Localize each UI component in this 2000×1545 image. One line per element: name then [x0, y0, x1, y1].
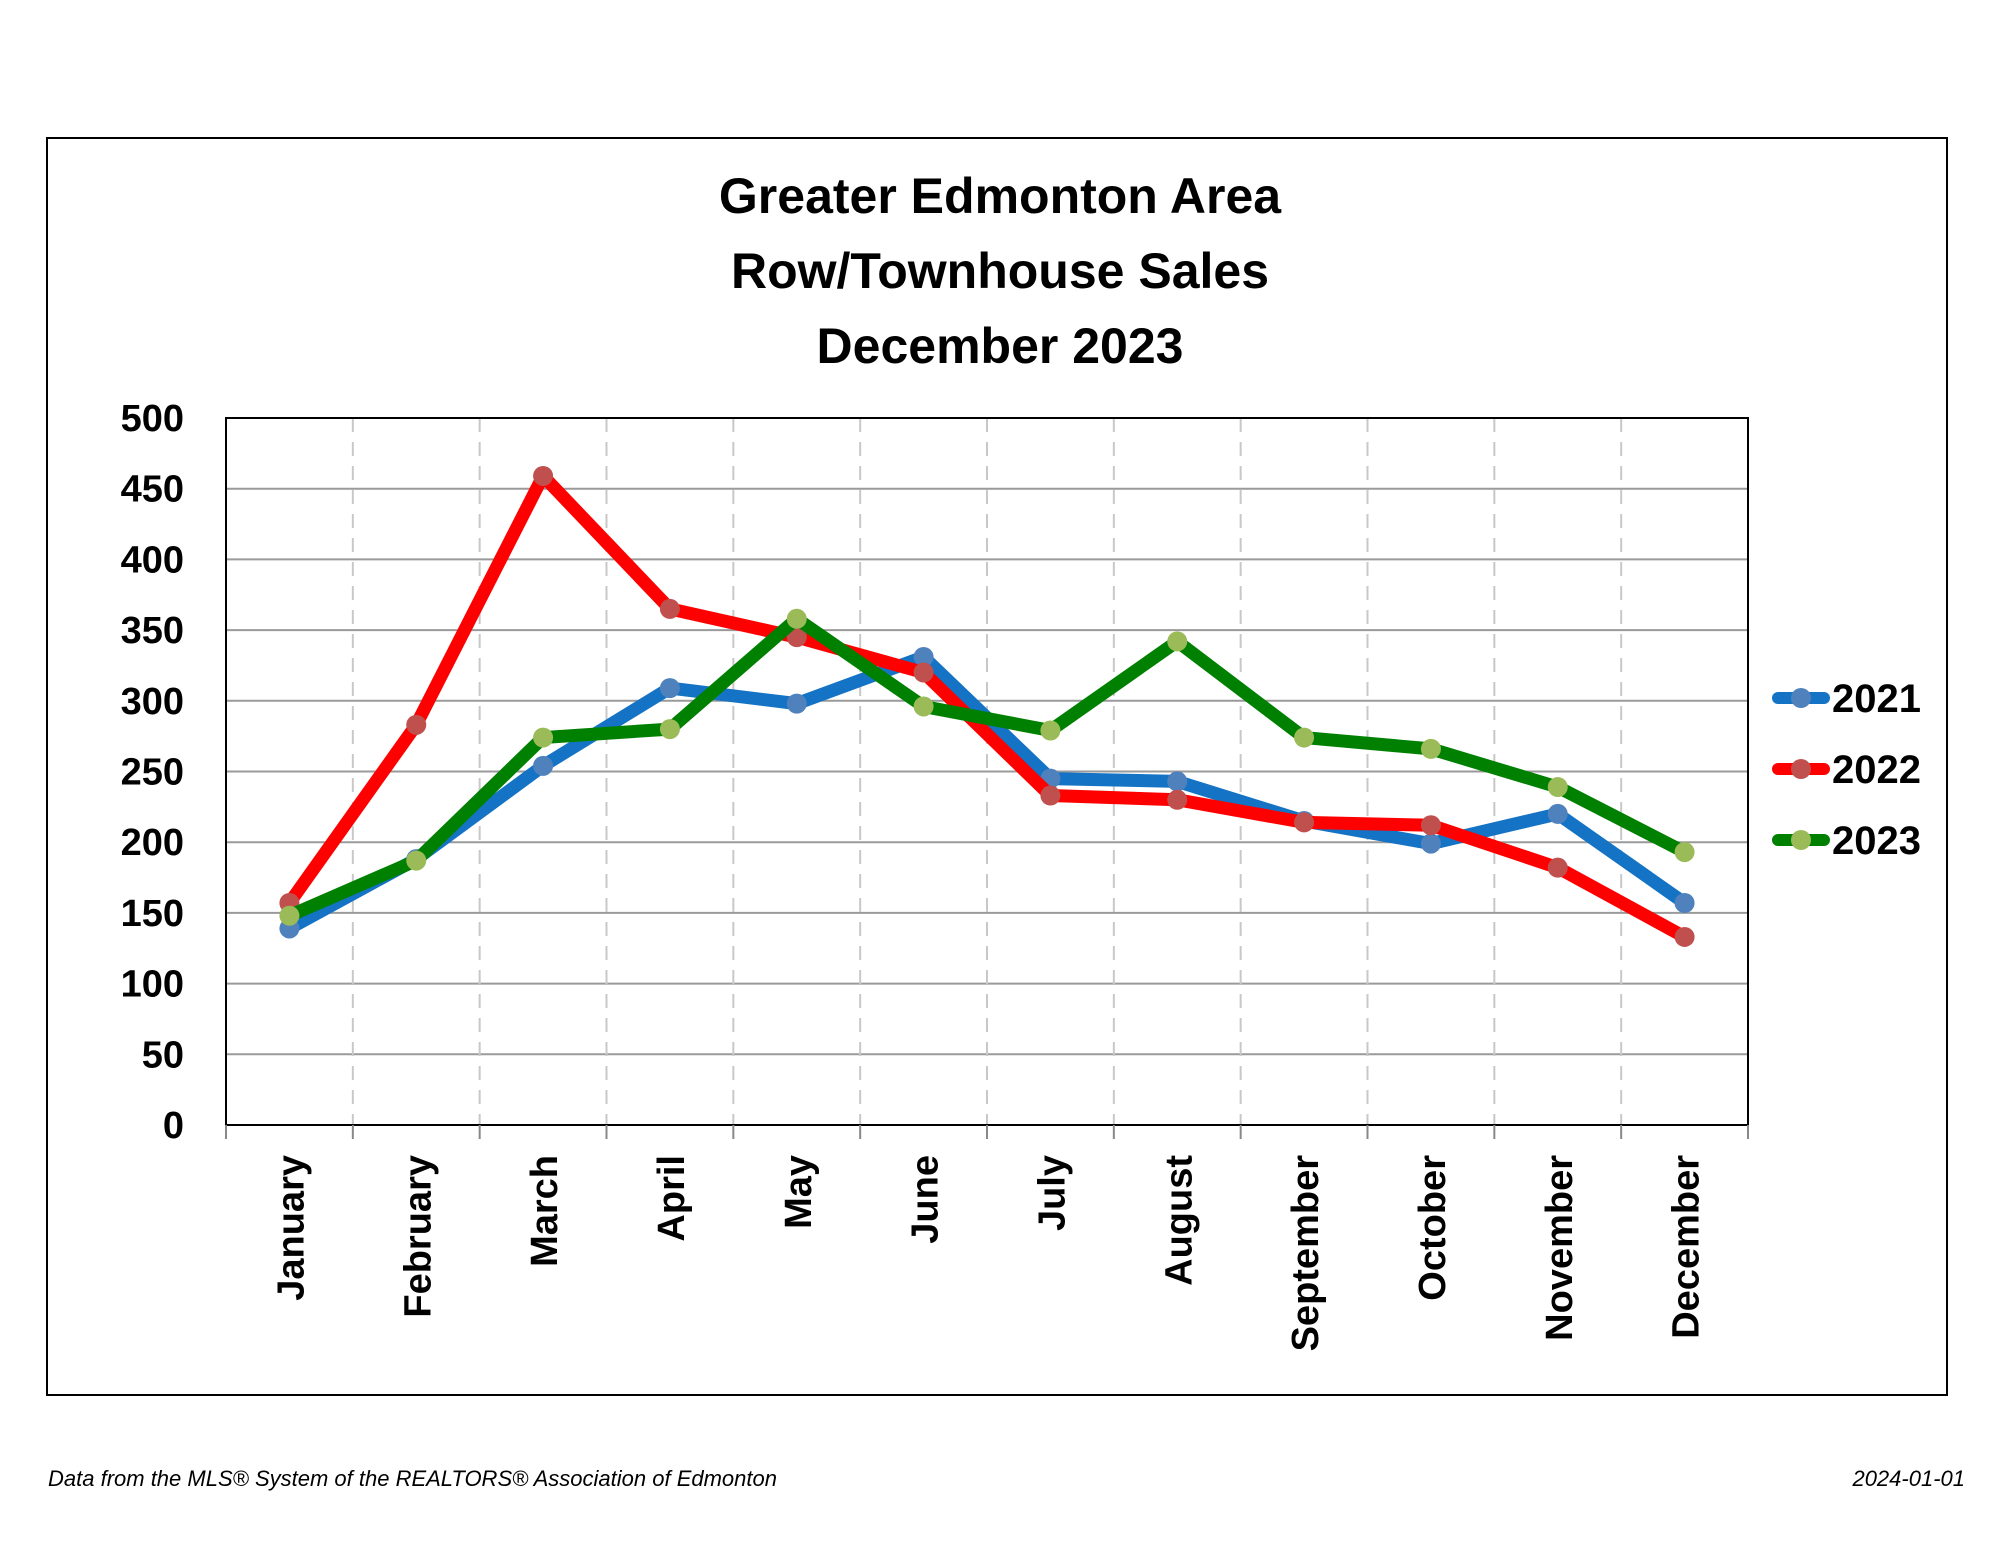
x-tick-label: September	[1285, 1155, 1327, 1352]
series-2023	[279, 608, 1695, 926]
y-tick-label: 500	[121, 398, 184, 440]
data-point	[1294, 812, 1315, 833]
y-tick-label: 50	[142, 1034, 184, 1076]
data-point	[279, 905, 300, 926]
y-tick-label: 400	[121, 539, 184, 581]
chart-title-line-2: Row/Townhouse Sales	[731, 243, 1269, 299]
data-point	[1674, 893, 1695, 914]
data-point	[1040, 785, 1061, 806]
data-point	[1547, 777, 1568, 798]
data-source-note: Data from the MLS® System of the REALTOR…	[48, 1466, 777, 1491]
y-tick-label: 350	[121, 610, 184, 652]
series-2022	[279, 465, 1695, 947]
y-tick-labels: 0 50 100 150 200 250 300 350 400 450 500	[121, 398, 184, 1147]
x-tick-label: August	[1158, 1155, 1200, 1286]
legend-swatch-marker	[1791, 759, 1811, 779]
chart-title-line-3: December 2023	[817, 318, 1184, 374]
data-point	[913, 696, 934, 717]
y-tick-label: 300	[121, 681, 184, 723]
data-point	[1167, 771, 1188, 792]
data-point	[659, 719, 680, 740]
data-point	[1547, 803, 1568, 824]
data-point	[1294, 727, 1315, 748]
series-lines	[279, 465, 1695, 947]
legend: 2021 2022 2023	[1772, 677, 1921, 863]
data-point	[533, 465, 554, 486]
data-point	[786, 627, 807, 648]
y-tick-label: 200	[121, 822, 184, 864]
y-tick-label: 450	[121, 469, 184, 511]
data-point	[533, 755, 554, 776]
data-point	[1167, 789, 1188, 810]
x-tick-label: October	[1412, 1155, 1454, 1301]
legend-item-2023: 2023	[1772, 819, 1921, 863]
data-point	[1674, 926, 1695, 947]
data-point	[1547, 857, 1568, 878]
data-point	[913, 646, 934, 667]
data-point	[1420, 833, 1441, 854]
chart-title: Greater Edmonton Area Row/Townhouse Sales…	[719, 168, 1282, 374]
x-tick-label: December	[1666, 1155, 1708, 1339]
x-tick-labels: January February March April May June July Augu…	[270, 1155, 1707, 1352]
x-tick-label: November	[1539, 1155, 1581, 1341]
legend-label: 2022	[1832, 748, 1921, 792]
y-tick-label: 150	[121, 893, 184, 935]
data-point	[406, 714, 427, 735]
x-tick-label: January	[270, 1155, 312, 1301]
data-point	[786, 693, 807, 714]
x-tick-label: March	[524, 1155, 566, 1267]
axes	[225, 417, 1749, 1139]
legend-item-2022: 2022	[1772, 748, 1921, 792]
data-point	[533, 727, 554, 748]
y-tick-label: 0	[163, 1105, 184, 1147]
legend-item-2021: 2021	[1772, 677, 1921, 721]
chart-title-line-1: Greater Edmonton Area	[719, 168, 1282, 224]
data-point	[786, 608, 807, 629]
data-point	[406, 850, 427, 871]
chart-frame	[46, 137, 1948, 1396]
series-line-2023	[282, 612, 1692, 923]
legend-label: 2021	[1832, 677, 1921, 721]
data-point	[913, 662, 934, 683]
data-point	[1674, 842, 1695, 863]
x-tick-label: February	[397, 1155, 439, 1318]
x-tick-label: July	[1031, 1155, 1073, 1231]
data-point	[659, 598, 680, 619]
x-tick-label: May	[778, 1155, 820, 1229]
x-tick-label: June	[905, 1155, 947, 1244]
legend-label: 2023	[1832, 819, 1921, 863]
data-point	[659, 678, 680, 699]
data-point	[1420, 815, 1441, 836]
report-date: 2024-01-01	[1852, 1466, 1965, 1491]
series-line-2022	[282, 469, 1692, 944]
y-tick-label: 250	[121, 752, 184, 794]
x-tick-label: April	[651, 1155, 693, 1242]
legend-swatch-marker	[1791, 688, 1811, 708]
data-point	[1040, 720, 1061, 741]
data-point	[1420, 738, 1441, 759]
legend-swatch-marker	[1791, 830, 1811, 850]
data-point	[1167, 631, 1188, 652]
y-tick-label: 100	[121, 964, 184, 1006]
